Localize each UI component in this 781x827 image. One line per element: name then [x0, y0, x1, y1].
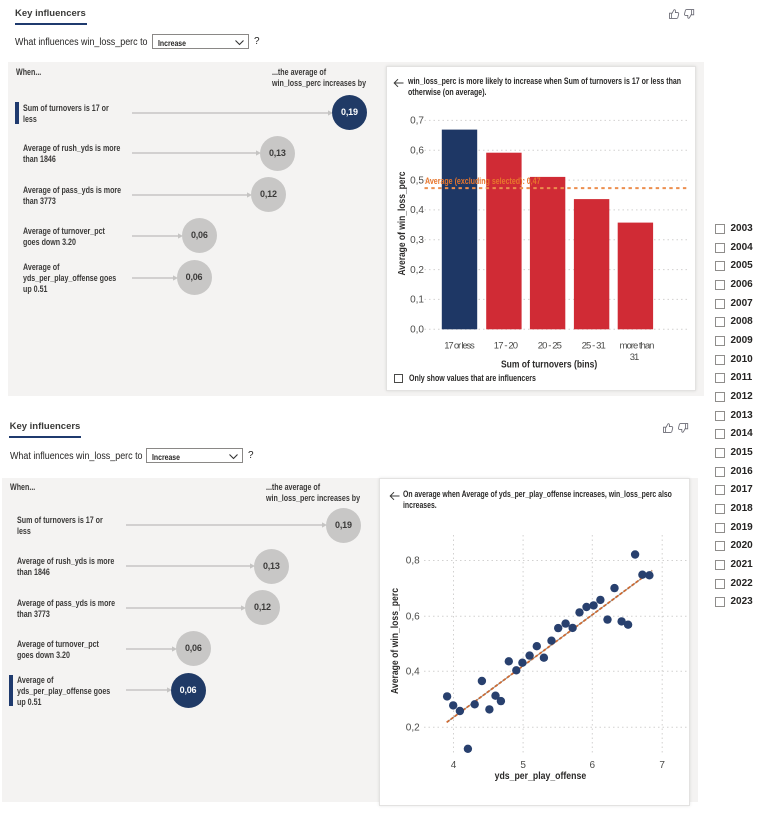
svg-text:6: 6 [589, 760, 595, 771]
svg-text:Sum of turnovers (bins): Sum of turnovers (bins) [500, 359, 596, 370]
svg-text:0,8: 0,8 [406, 556, 420, 567]
svg-text:0,6: 0,6 [406, 612, 420, 623]
svg-text:0,4: 0,4 [406, 667, 420, 678]
svg-text:0,7: 0,7 [410, 115, 424, 126]
svg-text:more than: more than [619, 340, 654, 351]
svg-text:0,1: 0,1 [410, 294, 424, 305]
svg-text:0,2: 0,2 [406, 722, 420, 733]
svg-text:17 or less: 17 or less [444, 340, 475, 351]
svg-text:yds_per_play_offense: yds_per_play_offense [494, 771, 586, 782]
svg-text:7: 7 [659, 760, 665, 771]
svg-text:0,4: 0,4 [410, 205, 424, 216]
svg-text:0,5: 0,5 [410, 175, 424, 186]
svg-text:5: 5 [520, 760, 526, 771]
svg-text:Average of win_loss_perc: Average of win_loss_perc [397, 171, 408, 275]
svg-text:0,2: 0,2 [410, 264, 424, 275]
svg-text:0,6: 0,6 [410, 145, 424, 156]
svg-text:4: 4 [451, 760, 457, 771]
svg-text:Average (excluding selected):: Average (excluding selected): 0,47 [425, 175, 541, 186]
svg-text:17 - 20: 17 - 20 [493, 340, 517, 351]
svg-text:31: 31 [629, 352, 639, 363]
svg-text:25 - 31: 25 - 31 [581, 340, 605, 351]
svg-text:0,3: 0,3 [410, 234, 424, 245]
svg-text:20 - 25: 20 - 25 [537, 340, 561, 351]
svg-text:Average of win_loss_perc: Average of win_loss_perc [390, 588, 401, 694]
svg-text:0,0: 0,0 [410, 324, 424, 335]
